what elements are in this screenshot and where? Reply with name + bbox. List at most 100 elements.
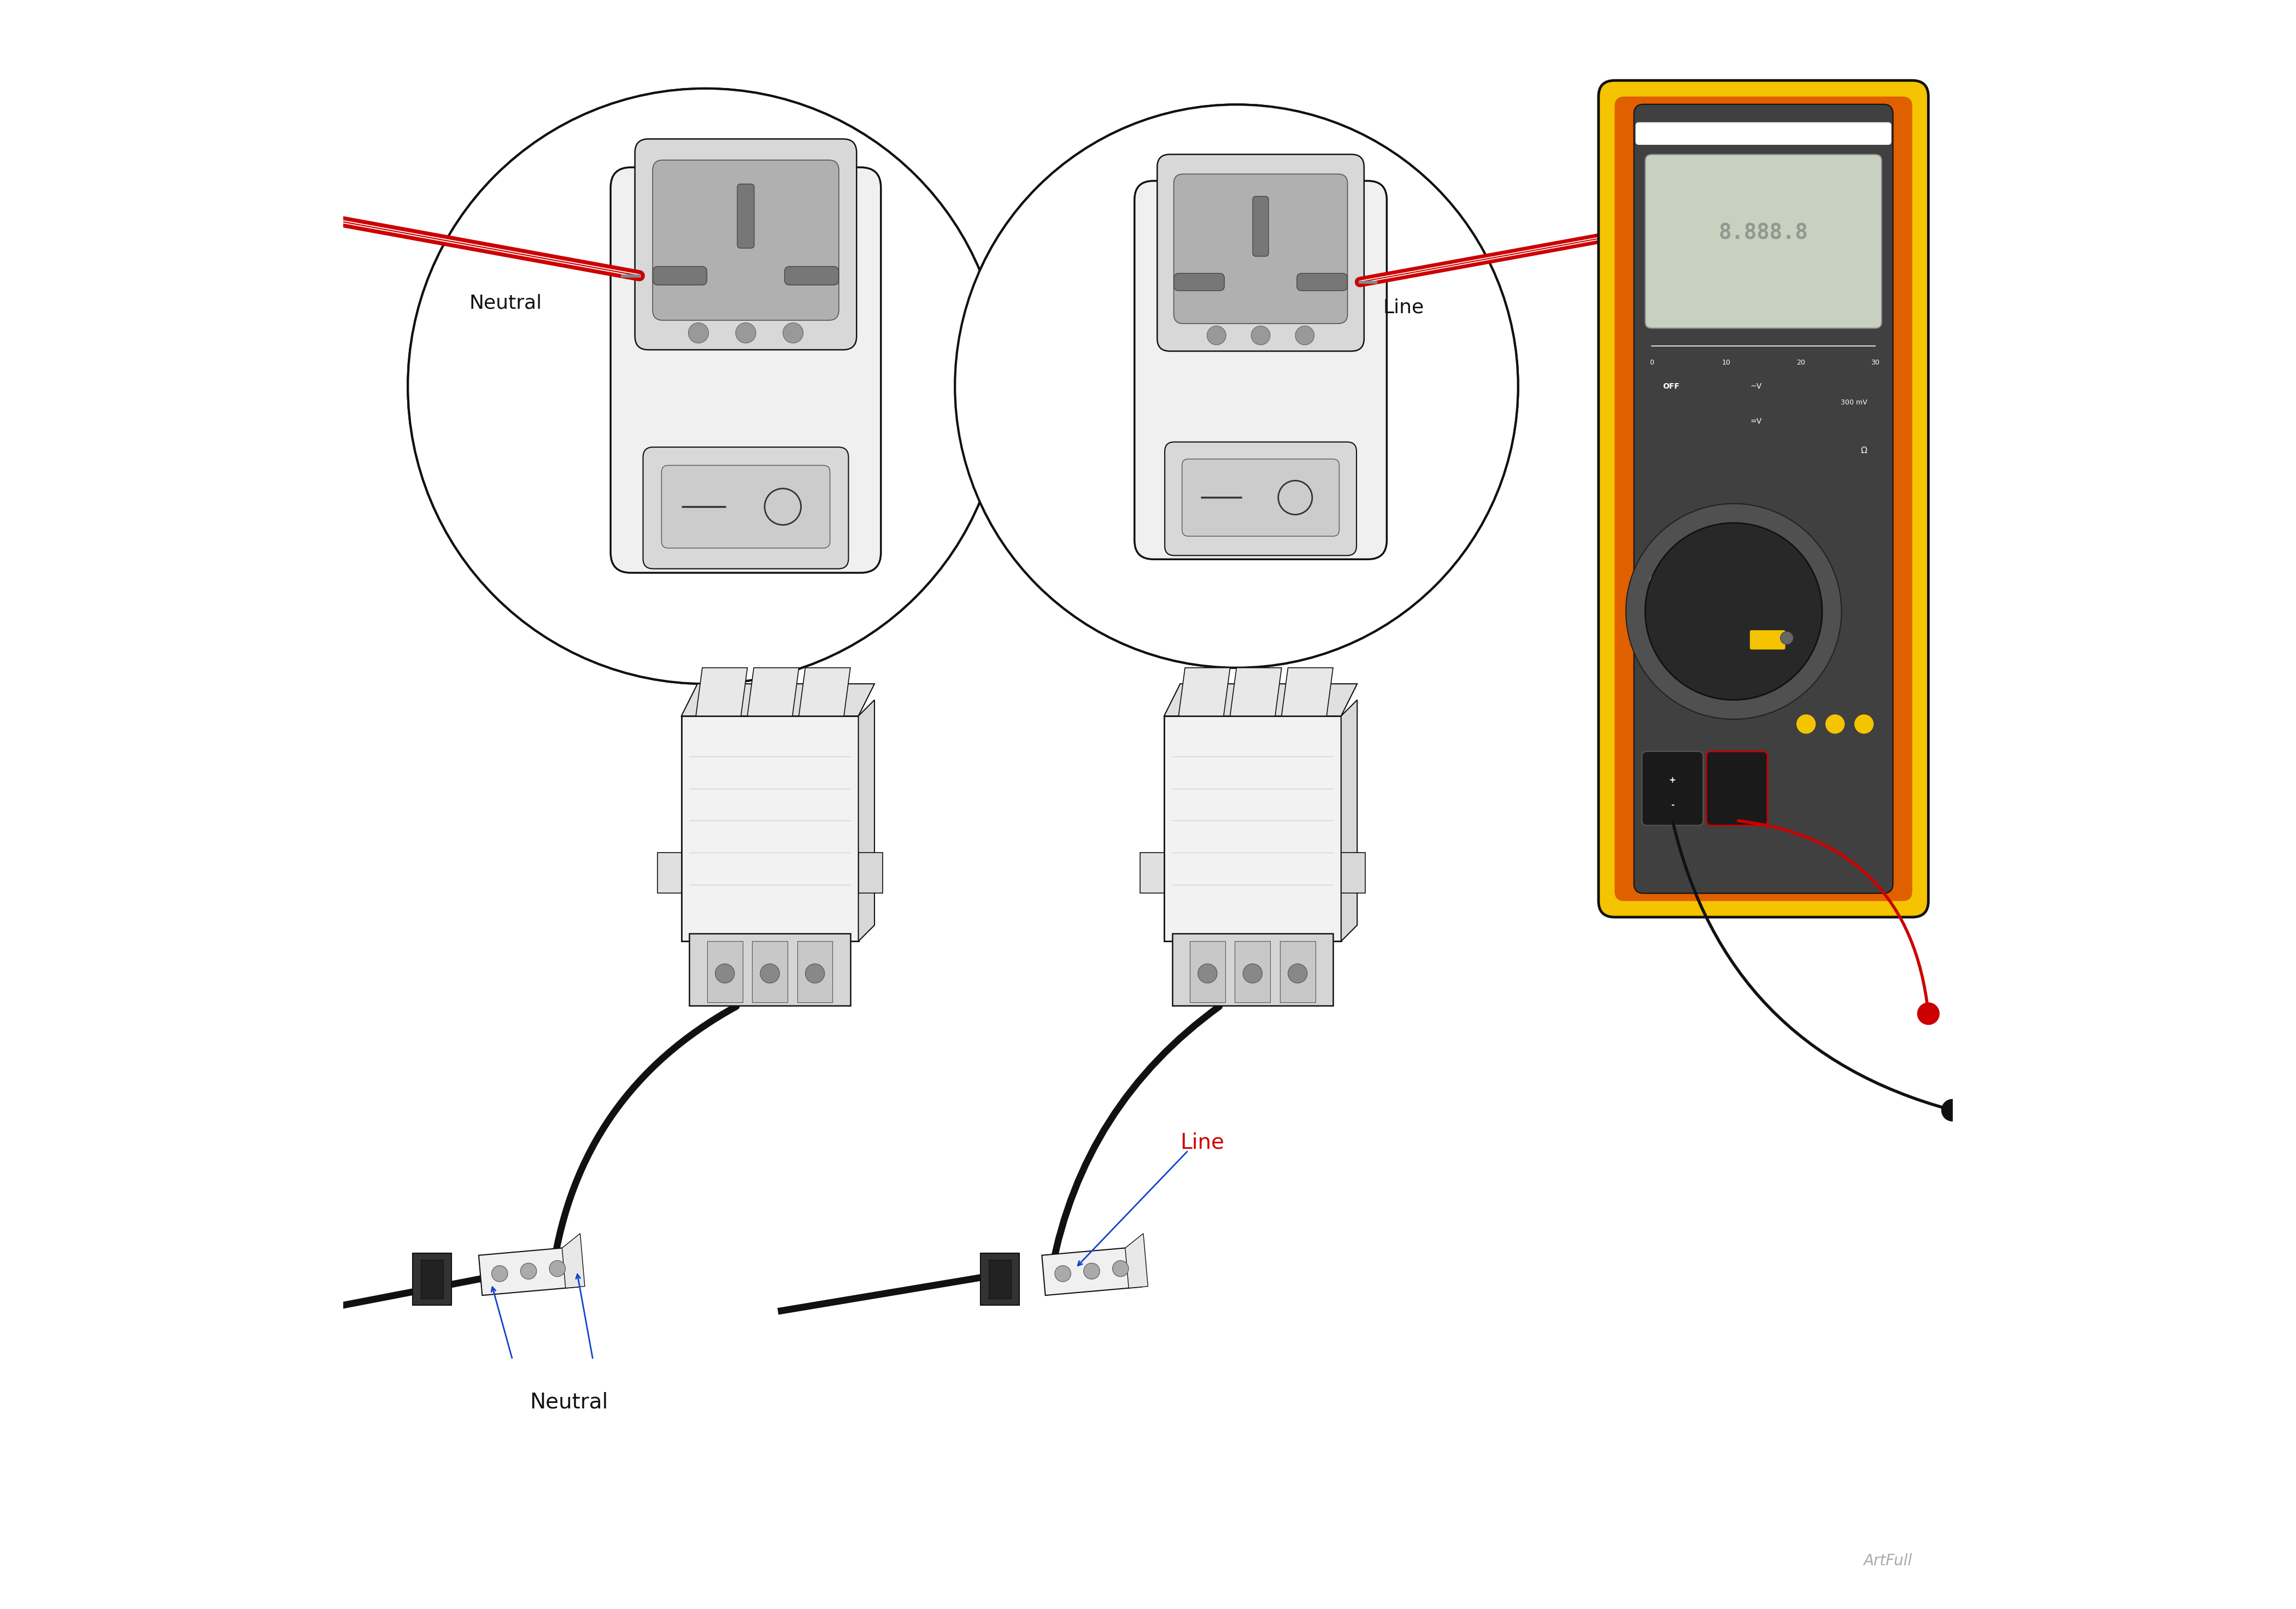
FancyBboxPatch shape (980, 1253, 1019, 1305)
FancyBboxPatch shape (413, 1253, 452, 1305)
FancyBboxPatch shape (1646, 154, 1883, 328)
Polygon shape (748, 668, 799, 716)
Polygon shape (682, 684, 875, 716)
Circle shape (1855, 714, 1874, 734)
Text: Line: Line (1382, 298, 1424, 317)
FancyBboxPatch shape (652, 267, 707, 285)
Polygon shape (1139, 853, 1164, 893)
Polygon shape (1189, 941, 1226, 1002)
FancyBboxPatch shape (1642, 751, 1704, 825)
Text: 10: 10 (1722, 359, 1731, 365)
Polygon shape (657, 853, 682, 893)
FancyBboxPatch shape (1297, 274, 1348, 291)
Polygon shape (1042, 1247, 1141, 1295)
FancyBboxPatch shape (1157, 154, 1364, 351)
Text: -: - (1671, 800, 1674, 809)
FancyBboxPatch shape (1173, 274, 1224, 291)
Text: A: A (1676, 576, 1681, 582)
Circle shape (1295, 327, 1313, 344)
Circle shape (714, 964, 735, 983)
FancyBboxPatch shape (1635, 105, 1892, 893)
Polygon shape (1281, 668, 1334, 716)
Circle shape (549, 1260, 565, 1276)
Text: +: + (1669, 776, 1676, 785)
Circle shape (1054, 1266, 1070, 1282)
Polygon shape (1164, 716, 1341, 941)
Polygon shape (1164, 684, 1357, 716)
FancyBboxPatch shape (1706, 751, 1768, 825)
Circle shape (689, 323, 709, 343)
Polygon shape (1125, 1234, 1148, 1289)
Polygon shape (682, 716, 859, 941)
Circle shape (955, 105, 1518, 668)
Polygon shape (1194, 660, 1279, 665)
Circle shape (760, 964, 781, 983)
Text: 30: 30 (1871, 359, 1880, 365)
Circle shape (1084, 1263, 1100, 1279)
Polygon shape (859, 700, 875, 941)
Polygon shape (1279, 941, 1316, 1002)
FancyBboxPatch shape (737, 183, 753, 248)
Polygon shape (1235, 941, 1270, 1002)
Polygon shape (1231, 668, 1281, 716)
FancyBboxPatch shape (643, 447, 850, 568)
Circle shape (409, 88, 1003, 684)
Text: OFF: OFF (1662, 383, 1681, 389)
Text: Ω: Ω (1860, 446, 1867, 455)
Text: =V: =V (1750, 418, 1761, 425)
Polygon shape (478, 1247, 579, 1295)
Circle shape (1779, 631, 1793, 644)
Polygon shape (689, 933, 850, 1006)
Text: Neutral: Neutral (530, 1392, 608, 1413)
FancyBboxPatch shape (990, 1260, 1010, 1298)
FancyBboxPatch shape (1614, 97, 1913, 901)
Circle shape (1288, 964, 1306, 983)
Text: Neutral: Neutral (468, 293, 542, 312)
Polygon shape (753, 941, 788, 1002)
Text: ~V: ~V (1750, 383, 1761, 389)
Polygon shape (707, 941, 742, 1002)
Circle shape (1917, 1002, 1940, 1025)
FancyBboxPatch shape (1598, 80, 1929, 917)
Text: 8.888.8: 8.888.8 (1720, 224, 1809, 243)
Polygon shape (563, 1234, 585, 1289)
Circle shape (955, 105, 1518, 668)
Circle shape (1940, 1099, 1963, 1121)
Circle shape (1795, 714, 1816, 734)
Polygon shape (797, 941, 833, 1002)
Circle shape (521, 1263, 537, 1279)
FancyBboxPatch shape (611, 167, 882, 573)
FancyBboxPatch shape (652, 159, 838, 320)
FancyBboxPatch shape (636, 138, 856, 349)
Circle shape (1825, 714, 1844, 734)
FancyBboxPatch shape (1134, 180, 1387, 560)
FancyBboxPatch shape (1750, 631, 1786, 650)
FancyBboxPatch shape (420, 1260, 443, 1298)
Polygon shape (1341, 700, 1357, 941)
FancyBboxPatch shape (1254, 196, 1267, 256)
Text: Line: Line (1180, 1133, 1224, 1152)
Text: ArtFull: ArtFull (1864, 1553, 1913, 1569)
Circle shape (735, 323, 755, 343)
Polygon shape (746, 656, 831, 681)
Text: 20: 20 (1795, 359, 1805, 365)
Polygon shape (859, 853, 882, 893)
Circle shape (1251, 327, 1270, 344)
FancyBboxPatch shape (661, 465, 829, 549)
Polygon shape (1341, 853, 1366, 893)
Polygon shape (1178, 668, 1231, 716)
Circle shape (783, 323, 804, 343)
FancyBboxPatch shape (1173, 174, 1348, 323)
Text: 300 mV: 300 mV (1841, 399, 1867, 405)
Circle shape (1242, 964, 1263, 983)
Circle shape (491, 1266, 507, 1282)
Circle shape (1114, 1260, 1130, 1276)
Circle shape (1199, 964, 1217, 983)
Polygon shape (1173, 933, 1334, 1006)
Circle shape (1208, 327, 1226, 344)
Text: 0: 0 (1649, 359, 1653, 365)
Text: A: A (1649, 576, 1653, 582)
FancyBboxPatch shape (1635, 122, 1892, 145)
Circle shape (1626, 504, 1841, 719)
Circle shape (409, 88, 1003, 684)
